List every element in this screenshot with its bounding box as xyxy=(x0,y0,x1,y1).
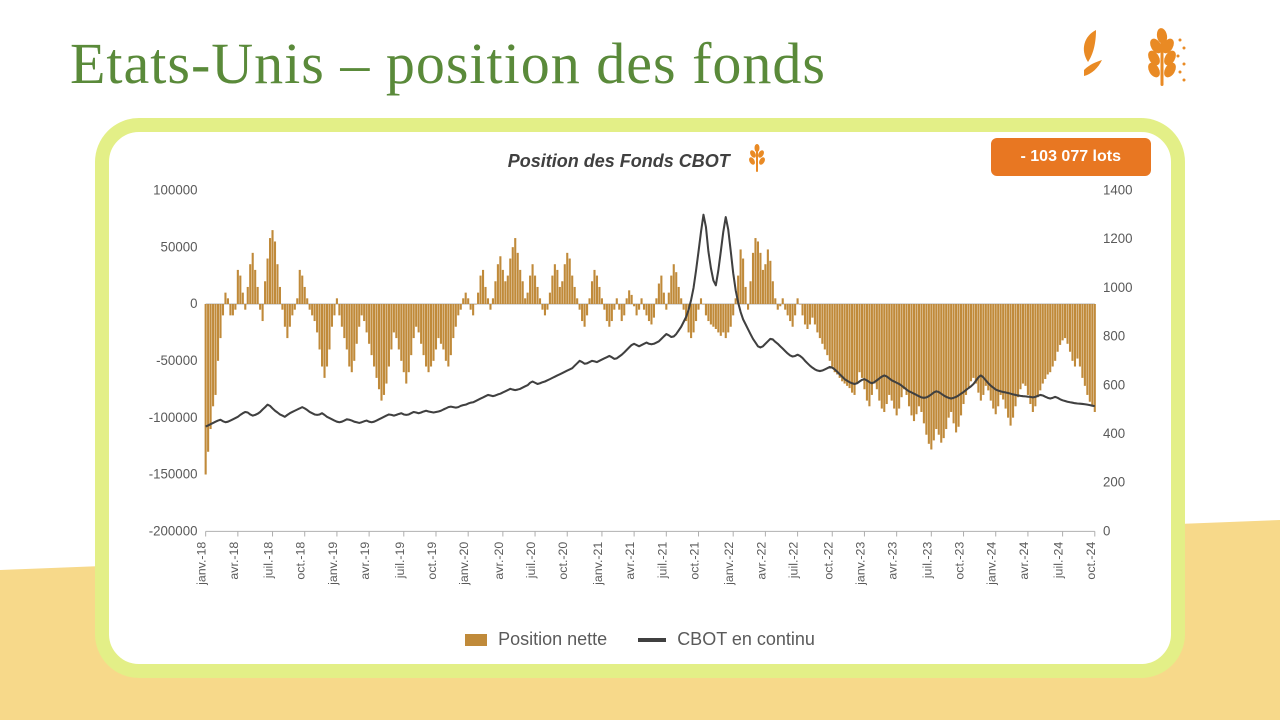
svg-text:avr.-24: avr.-24 xyxy=(1017,542,1031,580)
svg-text:oct.-23: oct.-23 xyxy=(953,542,967,580)
svg-text:400: 400 xyxy=(1103,426,1125,441)
chart-card: Position des Fonds CBOT - 103 077 lots -… xyxy=(95,118,1185,678)
svg-text:100000: 100000 xyxy=(153,182,197,197)
svg-text:800: 800 xyxy=(1103,329,1125,344)
svg-text:juil.-21: juil.-21 xyxy=(655,542,669,580)
legend-label-bar: Position nette xyxy=(498,629,607,649)
svg-text:janv.-19: janv.-19 xyxy=(326,542,340,586)
svg-text:1200: 1200 xyxy=(1103,231,1133,246)
svg-text:-100000: -100000 xyxy=(149,410,198,425)
svg-text:juil.-18: juil.-18 xyxy=(262,542,276,580)
svg-text:juil.-19: juil.-19 xyxy=(393,542,407,580)
svg-text:oct.-20: oct.-20 xyxy=(556,542,570,580)
plot-area: -200000 -150000 -100000 -50000 0 50000 100000 0… xyxy=(129,180,1151,614)
value-badge: - 103 077 lots xyxy=(991,138,1152,176)
chart-legend: Position nette CBOT en continu xyxy=(109,629,1171,650)
svg-text:-150000: -150000 xyxy=(149,467,198,482)
chart-title: Position des Fonds CBOT xyxy=(508,151,730,172)
svg-text:1000: 1000 xyxy=(1103,280,1133,295)
wheat-icon xyxy=(742,144,772,179)
svg-text:oct.-21: oct.-21 xyxy=(688,542,702,580)
wheat-icon xyxy=(1134,28,1190,94)
svg-text:janv.-20: janv.-20 xyxy=(457,542,471,586)
svg-text:juil.-20: juil.-20 xyxy=(524,542,538,580)
svg-text:1400: 1400 xyxy=(1103,182,1133,197)
svg-text:200: 200 xyxy=(1103,475,1125,490)
svg-text:-200000: -200000 xyxy=(149,523,198,538)
svg-text:600: 600 xyxy=(1103,377,1125,392)
svg-text:oct.-19: oct.-19 xyxy=(425,542,439,580)
leaf-icon xyxy=(1076,28,1116,78)
svg-text:juil.-24: juil.-24 xyxy=(1052,542,1066,580)
legend-swatch-bar xyxy=(465,634,487,646)
svg-text:janv.-18: janv.-18 xyxy=(195,542,209,586)
svg-text:janv.-21: janv.-21 xyxy=(591,542,605,586)
svg-text:avr.-23: avr.-23 xyxy=(886,542,900,580)
svg-text:50000: 50000 xyxy=(161,239,198,254)
svg-text:avr.-22: avr.-22 xyxy=(754,542,768,580)
svg-text:avr.-19: avr.-19 xyxy=(358,542,372,580)
page-title: Etats-Unis – position des fonds xyxy=(70,30,826,97)
svg-text:avr.-20: avr.-20 xyxy=(492,542,506,580)
svg-text:janv.-23: janv.-23 xyxy=(854,542,868,586)
svg-text:-50000: -50000 xyxy=(156,353,197,368)
svg-text:avr.-18: avr.-18 xyxy=(227,542,241,580)
svg-text:avr.-21: avr.-21 xyxy=(623,542,637,580)
svg-text:janv.-22: janv.-22 xyxy=(722,542,736,586)
svg-text:juil.-23: juil.-23 xyxy=(920,542,934,580)
svg-text:oct.-24: oct.-24 xyxy=(1084,542,1098,580)
legend-label-line: CBOT en continu xyxy=(677,629,815,649)
svg-text:oct.-18: oct.-18 xyxy=(294,542,308,580)
svg-text:janv.-24: janv.-24 xyxy=(985,542,999,586)
svg-text:0: 0 xyxy=(190,296,197,311)
svg-text:0: 0 xyxy=(1103,523,1110,538)
svg-text:juil.-22: juil.-22 xyxy=(787,542,801,580)
header-icons xyxy=(1076,28,1190,94)
legend-swatch-line xyxy=(638,638,666,642)
svg-text:oct.-22: oct.-22 xyxy=(821,542,835,580)
